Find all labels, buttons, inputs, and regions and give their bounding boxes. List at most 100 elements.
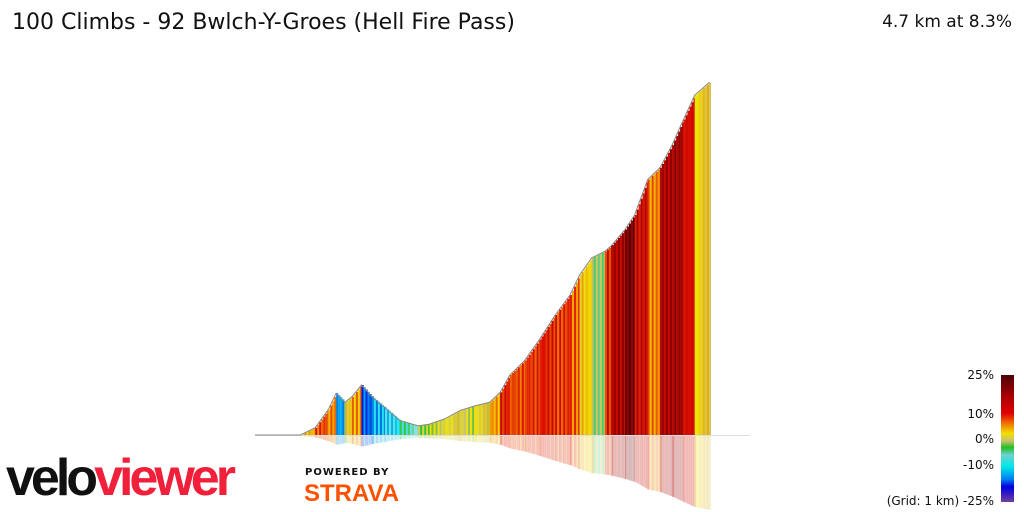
- reflection-stripe: [704, 436, 707, 510]
- reflection-stripe: [407, 436, 411, 439]
- gradient-stripe: [399, 420, 403, 435]
- reflection-stripe: [528, 436, 531, 453]
- gradient-stripe: [447, 417, 450, 435]
- reflection-stripe: [428, 436, 431, 439]
- reflection-stripe: [555, 436, 558, 462]
- reflection-stripe: [634, 436, 637, 483]
- gradient-stripe: [559, 309, 562, 435]
- reflection-stripe: [424, 436, 427, 439]
- reflection-stripe: [468, 436, 471, 442]
- reflection-stripe: [315, 436, 318, 438]
- reflection-stripe: [472, 436, 475, 442]
- reflection-stripe: [383, 436, 387, 442]
- gradient-stripe: [500, 392, 503, 435]
- gradient-stripe: [661, 164, 665, 435]
- gradient-stripe: [377, 401, 381, 435]
- gradient-stripe: [330, 405, 333, 435]
- gradient-stripe: [581, 272, 584, 435]
- reflection-stripe: [682, 436, 685, 502]
- reflection-stripe: [350, 436, 354, 444]
- gradient-stripe: [508, 377, 511, 435]
- reflection-stripe: [511, 436, 514, 450]
- reflection-stripe: [478, 436, 482, 443]
- gradient-stripe: [663, 160, 667, 436]
- reflection-stripe: [585, 436, 588, 472]
- strava-logo[interactable]: STRAVA: [304, 480, 400, 507]
- reflection-stripe: [517, 436, 520, 451]
- gradient-stripe: [373, 398, 377, 435]
- gradient-stripe: [480, 404, 484, 435]
- gradient-stripe: [606, 249, 610, 435]
- reflection-stripe: [587, 436, 590, 472]
- reflection-stripe: [455, 436, 458, 441]
- gradient-stripe: [369, 394, 372, 435]
- reflection-stripe: [599, 436, 603, 475]
- gradient-stripe: [651, 175, 654, 435]
- gradient-stripe: [476, 405, 480, 435]
- gradient-stripe: [545, 330, 548, 435]
- gradient-stripe: [338, 395, 341, 435]
- reflection-stripe: [348, 436, 352, 444]
- gradient-stripe: [547, 327, 550, 435]
- reflection-stripe: [685, 436, 688, 504]
- legend-label: 25%: [967, 368, 994, 382]
- gradient-stripe: [521, 363, 524, 435]
- gradient-stripe: [451, 415, 454, 435]
- gradient-stripe: [585, 266, 588, 435]
- gradient-stripe: [346, 400, 350, 435]
- reflection-stripe: [526, 436, 529, 453]
- gradient-stripe: [676, 136, 679, 435]
- reflection-stripe: [377, 436, 381, 443]
- reflection-stripe: [570, 436, 573, 466]
- reflection-stripe: [543, 436, 546, 458]
- gradient-stripe: [599, 253, 603, 435]
- veloviewer-logo[interactable]: veloviewer: [6, 449, 236, 507]
- reflection-stripe: [657, 436, 660, 492]
- reflection-stripe: [381, 436, 385, 443]
- reflection-stripe: [694, 436, 697, 508]
- reflection-stripe: [328, 436, 331, 442]
- reflection-stripe: [683, 436, 686, 503]
- gradient-stripe: [455, 413, 458, 435]
- gradient-stripe: [682, 122, 685, 435]
- gradient-stripe: [466, 408, 469, 435]
- reflection-stripe: [409, 436, 413, 439]
- gradient-stripe: [563, 304, 566, 435]
- reflection-stripe: [429, 436, 432, 439]
- reflection-stripe: [589, 436, 592, 473]
- gradient-stripe: [405, 422, 409, 435]
- reflection-stripe: [659, 436, 662, 493]
- reflection-stripe: [581, 436, 584, 471]
- gradient-stripe: [579, 275, 582, 435]
- reflection-stripe: [547, 436, 550, 459]
- reflection-stripe: [630, 436, 634, 482]
- gradient-stripe: [655, 171, 658, 436]
- reflection-stripe: [443, 436, 446, 440]
- gradient-stripe: [435, 422, 438, 435]
- reflection-stripe: [466, 436, 469, 442]
- gradient-stripe: [401, 421, 405, 435]
- reflection-stripe: [667, 436, 671, 496]
- climb-summary: 4.7 km at 8.3%: [882, 12, 1012, 32]
- gradient-stripe: [630, 220, 634, 435]
- gradient-stripe: [308, 431, 311, 435]
- reflection-stripe: [680, 436, 683, 501]
- gradient-stripe: [445, 418, 448, 435]
- legend-label: 10%: [967, 407, 994, 421]
- gradient-stripe: [693, 97, 696, 436]
- gradient-stripe: [626, 226, 630, 435]
- reflection-stripe: [574, 436, 577, 468]
- gradient-stripe: [528, 354, 531, 435]
- gradient-stripe: [325, 413, 328, 435]
- reflection-stripe: [572, 436, 575, 467]
- gradient-stripe: [332, 401, 335, 435]
- reflection-stripe: [391, 436, 394, 441]
- reflection-stripe: [325, 436, 328, 441]
- reflection-stripe: [411, 436, 415, 439]
- gradient-stripe: [482, 403, 486, 435]
- gradient-stripe: [319, 422, 322, 435]
- gradient-stripe: [317, 424, 320, 435]
- reflection-stripe: [659, 436, 663, 493]
- gradient-stripe: [365, 389, 368, 435]
- reflection-stripe: [499, 436, 502, 445]
